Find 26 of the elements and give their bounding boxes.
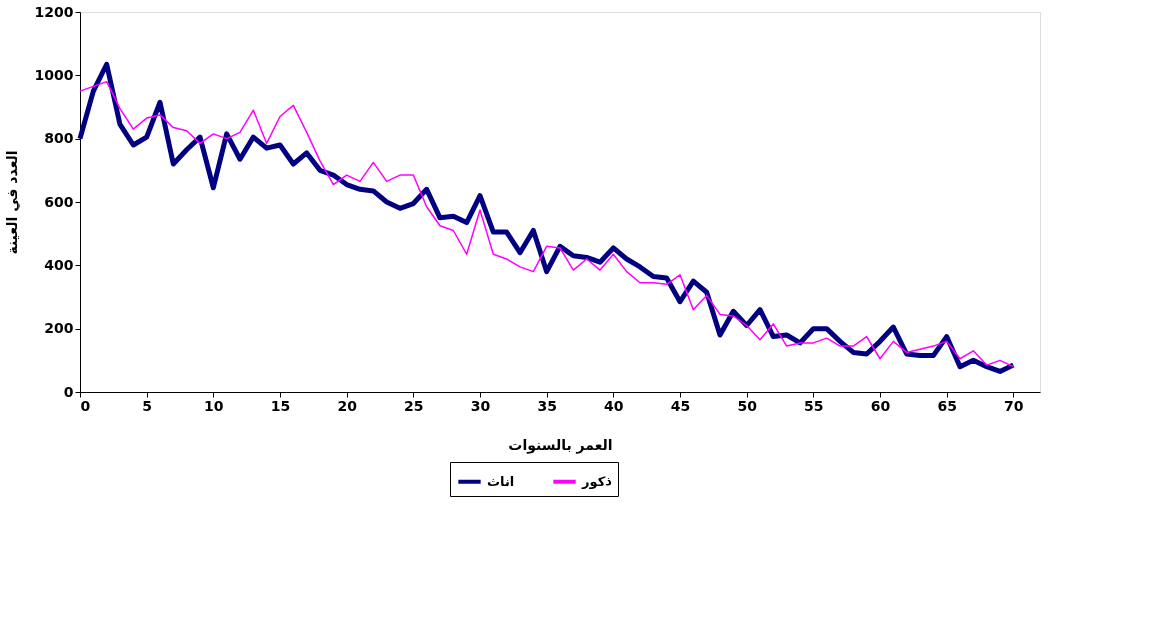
- y-tick-label: 600: [44, 193, 74, 210]
- legend-label: اناث: [487, 473, 515, 489]
- x-tick-label: 40: [604, 397, 624, 414]
- x-tick-label: 25: [404, 397, 424, 414]
- y-tick-label: 200: [44, 320, 74, 337]
- y-tick-label: 400: [44, 256, 74, 273]
- x-tick-label: 50: [737, 397, 758, 414]
- x-tick-label: 0: [80, 397, 91, 414]
- legend-label: ذكور: [581, 473, 613, 489]
- x-tick-label: 10: [204, 397, 224, 414]
- x-tick-label: 65: [937, 397, 957, 414]
- x-tick-label: 55: [804, 397, 824, 414]
- x-tick-label: 70: [1004, 397, 1024, 414]
- x-tick-label: 45: [670, 397, 691, 414]
- x-axis-title: العمر بالسنوات: [508, 436, 613, 454]
- y-tick-label: 1000: [34, 66, 74, 83]
- y-tick-label: 800: [44, 130, 74, 147]
- x-tick-label: 60: [870, 397, 891, 414]
- x-tick-label: 5: [142, 397, 153, 414]
- y-axis-title: العدد في العينة: [3, 150, 21, 255]
- x-tick-label: 15: [270, 397, 291, 414]
- x-tick-label: 20: [337, 397, 358, 414]
- x-tick-label: 30: [470, 397, 491, 414]
- y-tick-label: 1200: [34, 3, 74, 20]
- y-tick-label: 0: [63, 383, 74, 400]
- x-tick-label: 35: [537, 397, 557, 414]
